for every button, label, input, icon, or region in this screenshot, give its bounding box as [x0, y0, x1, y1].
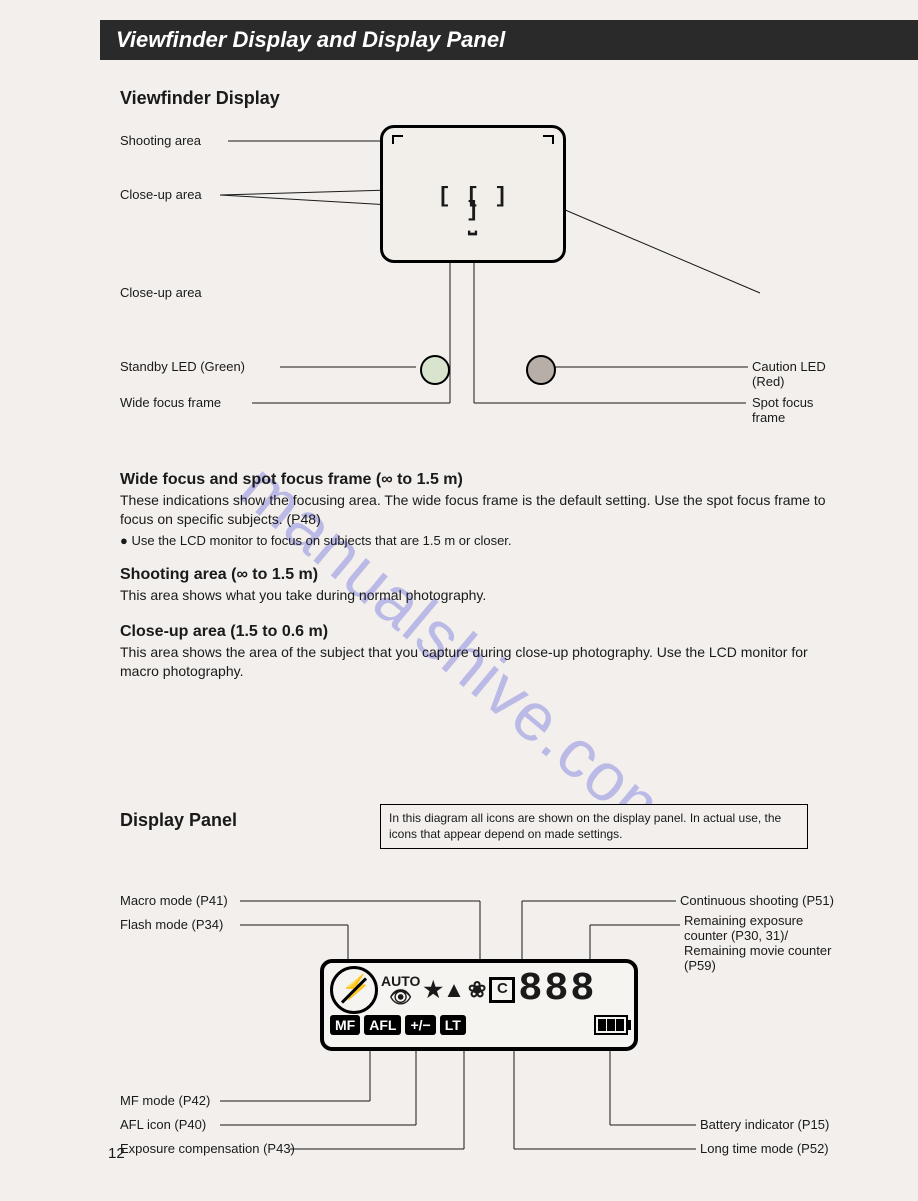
flash-label: Flash mode (P34) — [120, 917, 223, 932]
lt-tag: LT — [440, 1015, 466, 1035]
viewfinder-diagram: [ [ ] ]⎵ Shooting area Close-up area Clo… — [120, 113, 840, 453]
viewfinder-frame: [ [ ] ]⎵ — [380, 125, 566, 263]
afl-tag: AFL — [364, 1015, 401, 1035]
closeup-area-left-label: Close-up area — [120, 187, 202, 202]
content-area: Viewfinder Display — [120, 80, 840, 680]
spot-focus-label: Spot focus frame — [752, 395, 840, 425]
caution-led-label: Caution LED (Red) — [752, 359, 840, 389]
continuous-label: Continuous shooting (P51) — [680, 893, 834, 908]
standby-led-label: Standby LED (Green) — [120, 359, 245, 374]
manual-page: Viewfinder Display and Display Panel man… — [0, 0, 918, 1188]
page-number: 12 — [108, 1145, 125, 1162]
auto-redeye-icon: AUTO 👁 — [381, 974, 420, 1006]
shooting-area-body: This area shows what you take during nor… — [120, 586, 840, 605]
wide-focus-heading: Wide focus and spot focus frame (∞ to 1.… — [120, 471, 840, 489]
continuous-c-icon: C — [489, 977, 515, 1003]
lcd-panel: AUTO 👁 ★▲ ❀ C 888 MF AFL +/− LT — [320, 959, 638, 1051]
shooting-area-heading: Shooting area (∞ to 1.5 m) — [120, 566, 840, 584]
mf-label: MF mode (P42) — [120, 1093, 210, 1108]
mf-tag: MF — [330, 1015, 360, 1035]
afl-label: AFL icon (P40) — [120, 1117, 206, 1132]
shooting-area-label: Shooting area — [120, 133, 201, 148]
plusminus-tag: +/− — [405, 1015, 435, 1035]
wide-focus-label: Wide focus frame — [120, 395, 221, 410]
battery-icon — [594, 1015, 628, 1035]
closeup-area-heading: Close-up area (1.5 to 0.6 m) — [120, 623, 840, 641]
standby-led-icon — [420, 355, 450, 385]
viewfinder-heading: Viewfinder Display — [120, 88, 840, 109]
title-bar: Viewfinder Display and Display Panel — [100, 20, 918, 60]
closeup-area-right-label: Close-up area — [120, 285, 202, 300]
seven-segment-digits: 888 — [518, 970, 596, 1010]
caution-led-icon — [526, 355, 556, 385]
closeup-area-body: This area shows the area of the subject … — [120, 643, 840, 681]
remaining-label: Remaining exposure counter (P30, 31)/ Re… — [684, 913, 844, 973]
star-person-icon: ★▲ — [423, 977, 465, 1003]
exposure-label: Exposure compensation (P43) — [120, 1141, 295, 1156]
wide-focus-bullet: Use the LCD monitor to focus on subjects… — [120, 533, 840, 548]
wide-focus-body: These indications show the focusing area… — [120, 491, 840, 529]
longtime-label: Long time mode (P52) — [700, 1141, 829, 1156]
macro-flower-icon: ❀ — [468, 977, 486, 1003]
auto-text: AUTO — [381, 974, 420, 988]
display-panel-note: In this diagram all icons are shown on t… — [380, 804, 808, 849]
flash-off-icon — [330, 966, 378, 1014]
macro-label: Macro mode (P41) — [120, 893, 228, 908]
display-panel-diagram: AUTO 👁 ★▲ ❀ C 888 MF AFL +/− LT M — [120, 871, 840, 1201]
display-panel-heading: Display Panel — [120, 810, 237, 830]
battery-label: Battery indicator (P15) — [700, 1117, 829, 1132]
focus-brackets-icon: [ [ ] ]⎵ — [435, 190, 511, 220]
display-panel-section: Display Panel In this diagram all icons … — [120, 810, 840, 1201]
